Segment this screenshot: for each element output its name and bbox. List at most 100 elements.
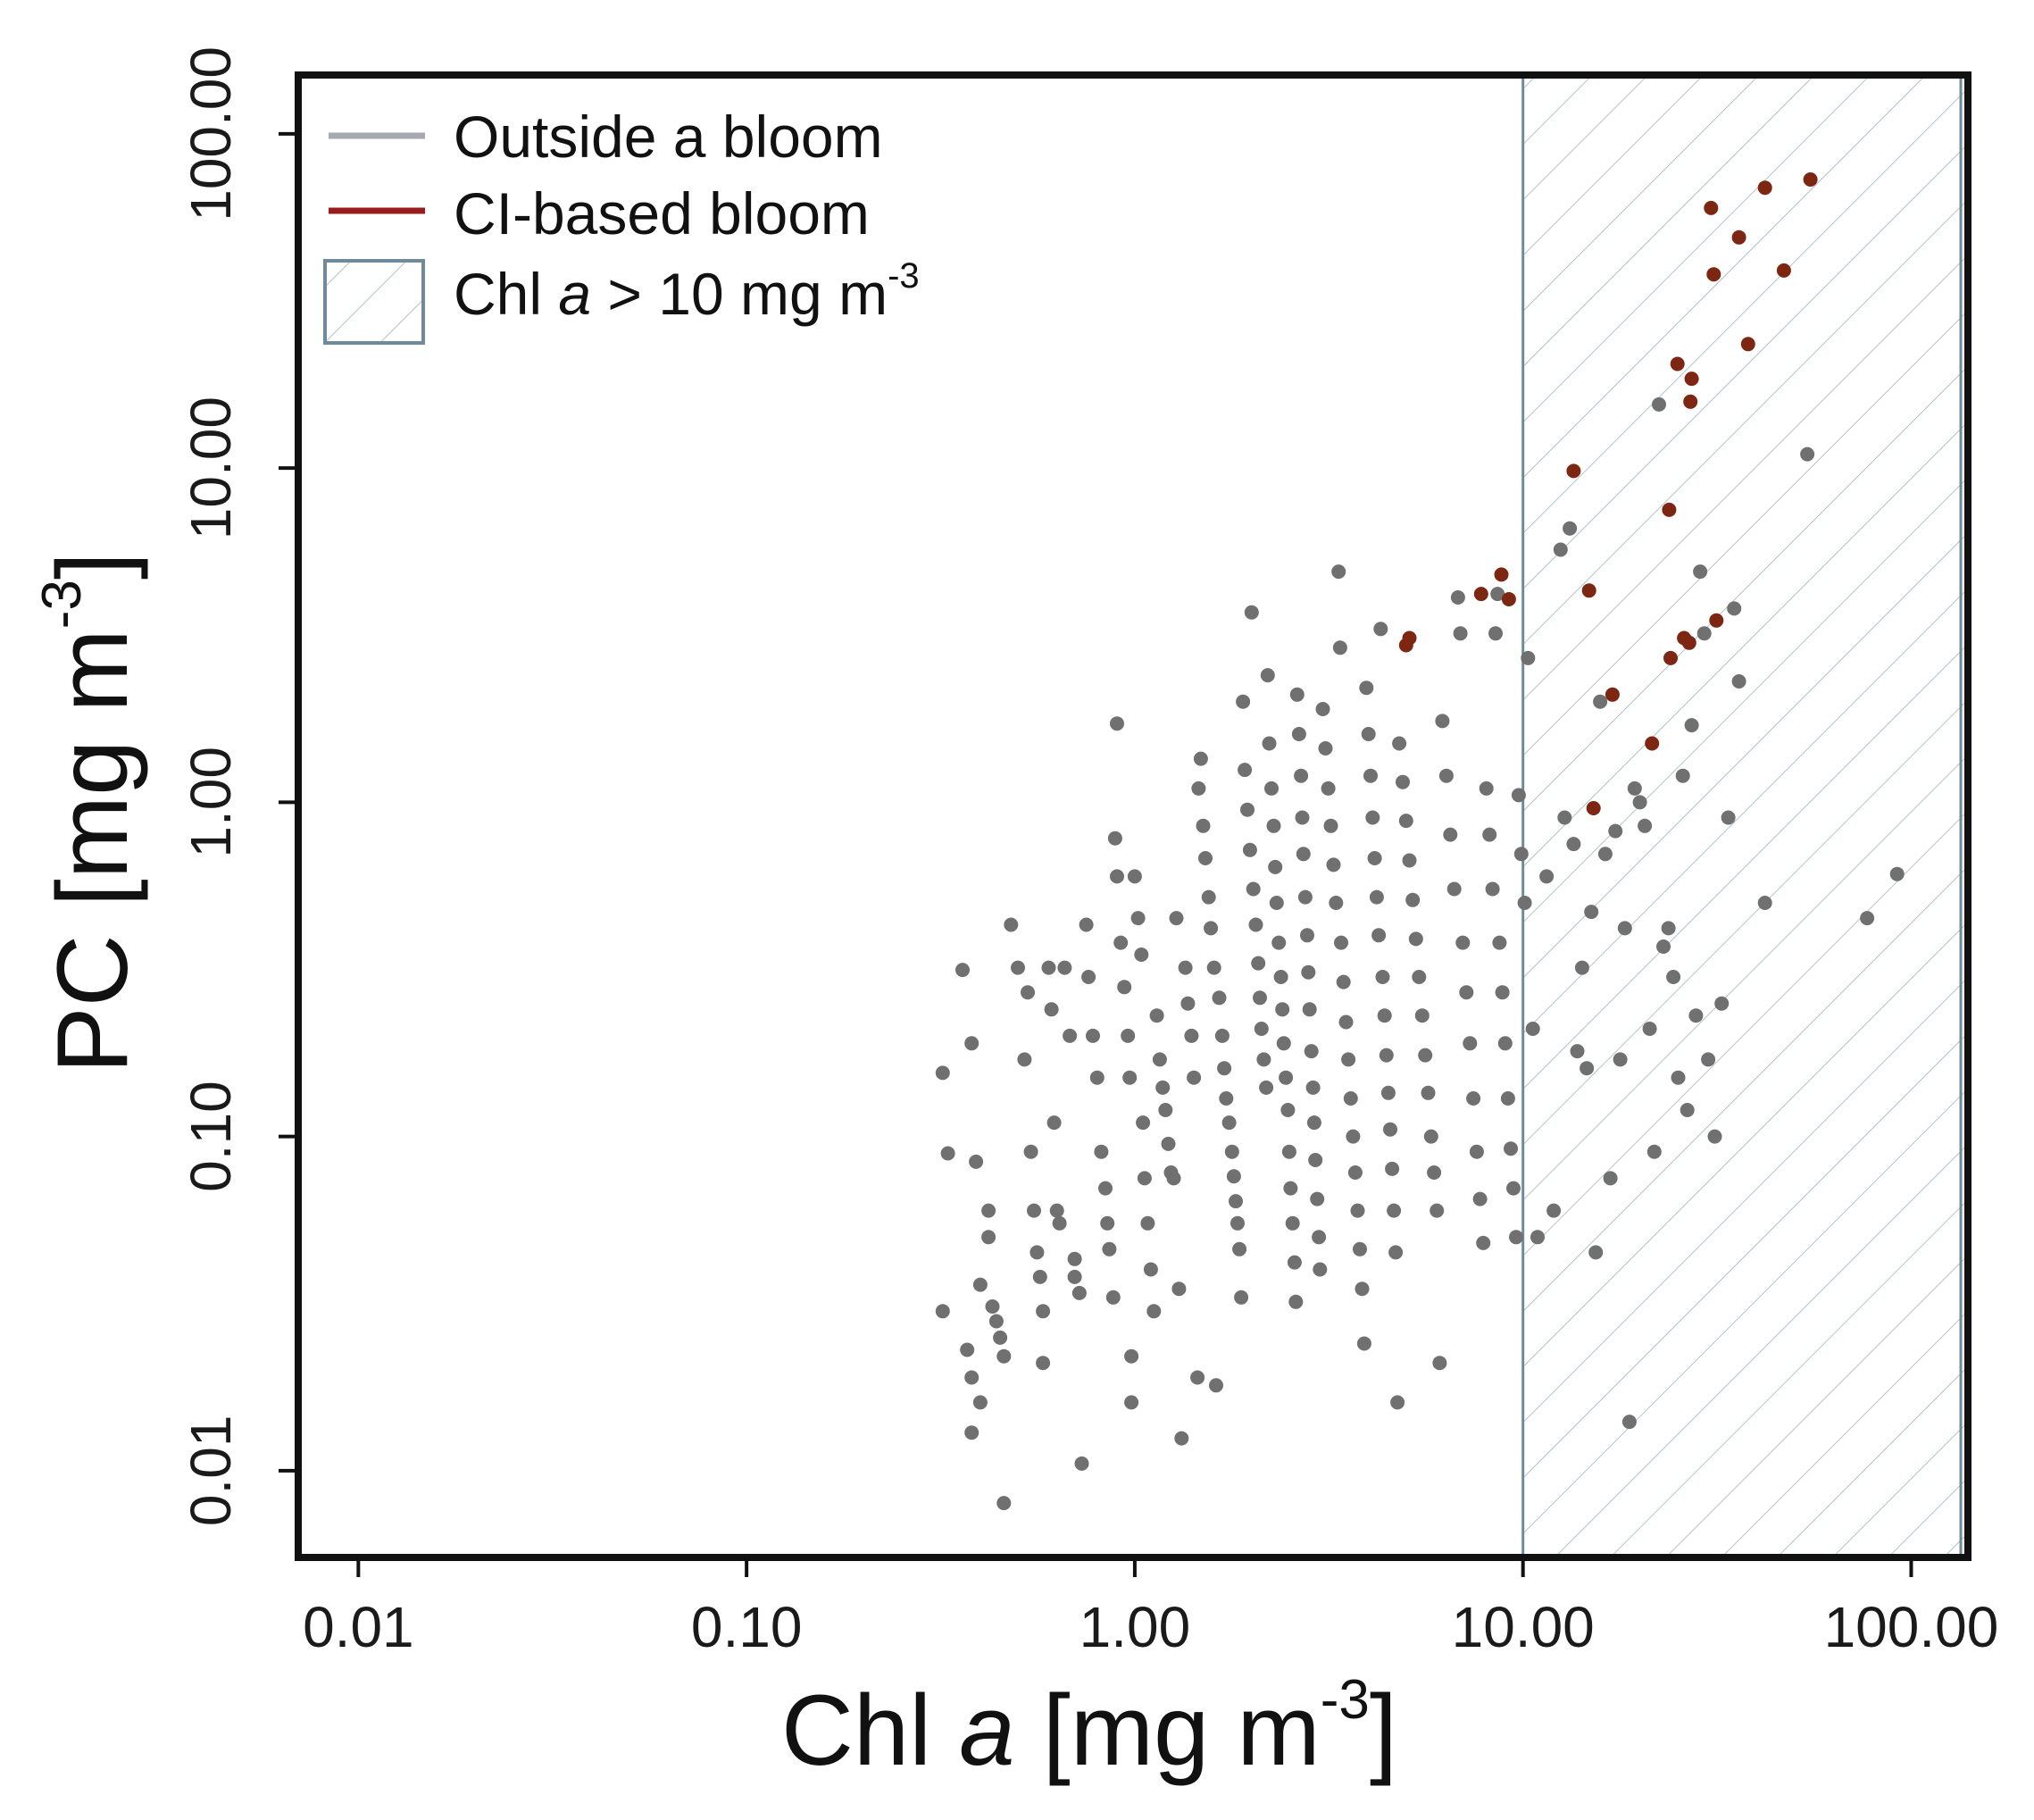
point-outside-bloom (1365, 810, 1380, 825)
point-outside-bloom (1714, 996, 1730, 1011)
point-outside-bloom (1800, 447, 1815, 462)
point-outside-bloom (1107, 831, 1122, 846)
point-outside-bloom (1310, 1191, 1325, 1206)
point-outside-bloom (1283, 1181, 1298, 1196)
points-layer (935, 172, 1905, 1511)
point-outside-bloom (1081, 970, 1096, 984)
point-outside-bloom (1472, 1191, 1488, 1206)
point-outside-bloom (1312, 1230, 1327, 1245)
point-outside-bloom (1642, 1022, 1657, 1036)
point-outside-bloom (1113, 935, 1129, 950)
point-outside-bloom (1329, 896, 1344, 910)
point-outside-bloom (1414, 1008, 1430, 1023)
point-outside-bloom (1671, 1070, 1686, 1085)
point-outside-bloom (1086, 1028, 1100, 1043)
point-outside-bloom (1140, 1215, 1155, 1231)
point-ci-bloom (1662, 502, 1677, 517)
point-outside-bloom (1193, 751, 1208, 766)
point-outside-bloom (1727, 601, 1742, 616)
point-outside-bloom (1242, 842, 1257, 857)
point-outside-bloom (1209, 1378, 1223, 1393)
point-outside-bloom (1098, 1181, 1113, 1196)
point-ci-bloom (1709, 613, 1724, 628)
point-outside-bloom (1089, 1070, 1105, 1085)
point-outside-bloom (1264, 781, 1279, 796)
point-outside-bloom (1321, 781, 1336, 796)
point-outside-bloom (1152, 1052, 1167, 1067)
point-ci-bloom (1704, 200, 1719, 215)
point-outside-bloom (1030, 1245, 1045, 1260)
point-outside-bloom (1296, 847, 1311, 862)
point-outside-bloom (1479, 781, 1494, 796)
point-ci-bloom (1494, 567, 1509, 582)
point-outside-bloom (1511, 788, 1526, 803)
point-outside-bloom (1036, 1304, 1051, 1319)
point-outside-bloom (1041, 960, 1056, 975)
point-outside-bloom (1049, 1203, 1064, 1218)
point-outside-bloom (993, 1330, 1008, 1345)
point-outside-bloom (1201, 889, 1216, 905)
point-outside-bloom (1566, 837, 1581, 852)
point-outside-bloom (1094, 1144, 1109, 1159)
point-outside-bloom (1251, 956, 1266, 971)
point-outside-bloom (988, 1314, 1004, 1329)
point-outside-bloom (1353, 1241, 1367, 1256)
point-outside-bloom (1375, 970, 1390, 984)
point-outside-bloom (1308, 1153, 1323, 1167)
point-outside-bloom (1198, 851, 1213, 865)
point-outside-bloom (1438, 768, 1454, 783)
point-outside-bloom (1347, 1165, 1363, 1180)
point-outside-bloom (1423, 1129, 1438, 1144)
point-outside-bloom (1071, 1285, 1087, 1300)
point-outside-bloom (1273, 970, 1288, 984)
point-ci-bloom (1670, 356, 1685, 372)
point-outside-bloom (1180, 996, 1196, 1011)
x-axis-title: Chl a [mg m-3] (781, 1669, 1397, 1786)
point-outside-bloom (1315, 702, 1330, 716)
point-outside-bloom (1530, 1230, 1545, 1245)
point-outside-bloom (1513, 847, 1529, 862)
point-outside-bloom (1276, 1036, 1291, 1051)
point-outside-bloom (1621, 1415, 1637, 1430)
point-outside-bloom (964, 1036, 979, 1051)
point-outside-bloom (1052, 1215, 1067, 1231)
point-ci-bloom (1663, 650, 1678, 665)
point-outside-bloom (1593, 694, 1608, 709)
y-tick-label: 0.01 (179, 1415, 243, 1527)
point-outside-bloom (1021, 985, 1035, 1000)
point-outside-bloom (1281, 1144, 1296, 1159)
point-outside-bloom (1032, 1269, 1047, 1284)
point-outside-bloom (1392, 736, 1407, 751)
point-outside-bloom (1383, 1122, 1397, 1137)
threshold-region (1522, 75, 1968, 1557)
point-outside-bloom (1079, 917, 1094, 932)
point-outside-bloom (1285, 1215, 1300, 1231)
point-ci-bloom (1605, 687, 1620, 702)
x-tick-label: 0.10 (691, 1595, 803, 1659)
point-outside-bloom (1632, 795, 1647, 810)
point-outside-bloom (1295, 810, 1310, 825)
point-outside-bloom (1539, 869, 1555, 884)
point-outside-bloom (1184, 1028, 1199, 1043)
point-outside-bloom (985, 1299, 1000, 1314)
point-outside-bloom (1206, 960, 1221, 975)
point-outside-bloom (1190, 1370, 1205, 1385)
point-outside-bloom (1169, 911, 1184, 926)
point-outside-bloom (1485, 881, 1500, 897)
point-outside-bloom (1124, 1395, 1139, 1410)
point-outside-bloom (1688, 1008, 1704, 1023)
point-outside-bloom (1011, 960, 1025, 975)
point-outside-bloom (1492, 935, 1507, 950)
point-outside-bloom (1500, 1091, 1515, 1106)
point-outside-bloom (1557, 810, 1572, 825)
point-outside-bloom (1488, 626, 1503, 641)
y-tick-label: 100.00 (179, 46, 243, 221)
point-outside-bloom (1427, 1165, 1442, 1180)
point-outside-bloom (1102, 1241, 1117, 1256)
point-outside-bloom (1297, 889, 1313, 905)
point-outside-bloom (1731, 674, 1746, 689)
point-outside-bloom (1675, 768, 1690, 783)
point-outside-bloom (964, 1370, 979, 1385)
point-outside-bloom (1304, 1044, 1319, 1059)
point-outside-bloom (1450, 590, 1465, 605)
